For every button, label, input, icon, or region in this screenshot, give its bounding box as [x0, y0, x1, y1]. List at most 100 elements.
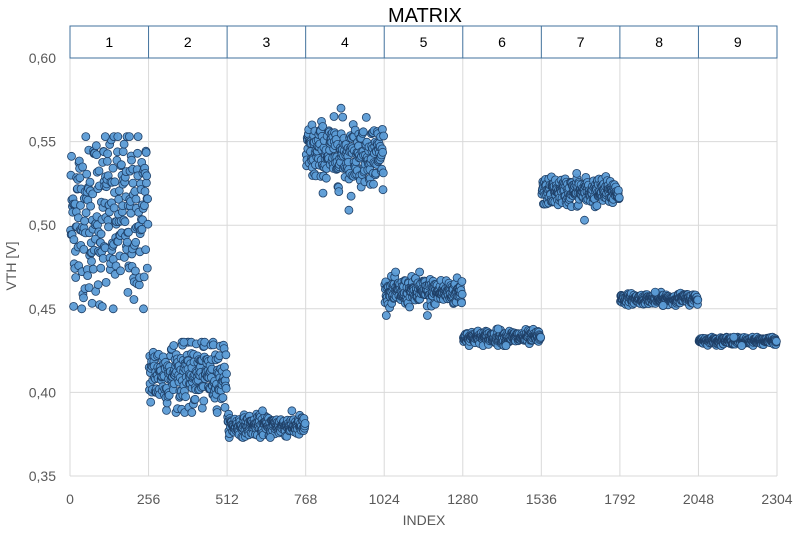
data-point [221, 350, 231, 360]
group-label: 4 [341, 34, 349, 50]
data-point [197, 403, 207, 413]
data-point [338, 112, 348, 122]
data-point [187, 408, 197, 417]
tick-labels: 0,35 0,40 0,45 0,50 0,55 0,60 0 256 512 768 1024 12… [29, 50, 793, 507]
data-point [80, 216, 89, 226]
data-point [141, 245, 151, 255]
data-point [501, 341, 511, 351]
group-label: 7 [577, 34, 585, 50]
data-point [75, 173, 85, 183]
data-point [592, 201, 602, 211]
data-point [378, 168, 388, 178]
data-point [101, 277, 111, 287]
group-header: 1 2 3 4 5 6 7 8 9 [69, 25, 778, 59]
data-point [379, 131, 389, 141]
data-point [218, 393, 228, 403]
data-point [321, 173, 331, 183]
y-tick-label: 0,60 [29, 50, 56, 66]
data-point [119, 139, 129, 149]
data-point [572, 168, 582, 178]
data-point [69, 301, 78, 311]
data-point [67, 151, 76, 161]
group-label: 1 [105, 34, 113, 50]
x-tick-label: 1792 [604, 491, 635, 507]
x-tick-label: 256 [137, 491, 161, 507]
data-point [329, 112, 339, 121]
x-tick-label: 2048 [683, 491, 714, 507]
x-tick-label: 2304 [761, 491, 792, 507]
data-point [77, 304, 87, 314]
data-point [143, 219, 153, 229]
data-point [82, 169, 92, 179]
data-point [346, 191, 356, 201]
data-point [318, 188, 328, 198]
data-points [66, 103, 781, 442]
data-point [378, 147, 388, 157]
data-point [222, 369, 231, 379]
group-label: 6 [498, 34, 506, 50]
data-point [378, 185, 388, 195]
data-point [85, 177, 95, 187]
x-tick-label: 768 [294, 491, 318, 507]
group-label: 3 [262, 34, 270, 50]
data-point [729, 332, 739, 342]
data-point [137, 224, 147, 234]
data-point [103, 149, 112, 159]
data-point [130, 266, 140, 276]
data-point [142, 263, 152, 273]
y-axis-label: VTH [V] [3, 241, 19, 290]
data-point [78, 162, 87, 172]
data-point [140, 186, 150, 196]
data-point [127, 155, 136, 165]
data-point [96, 229, 106, 239]
data-point [108, 304, 118, 314]
y-tick-label: 0,35 [29, 468, 56, 484]
y-tick-label: 0,55 [29, 134, 56, 150]
data-point [123, 287, 133, 297]
data-point [97, 302, 107, 311]
data-point [381, 311, 391, 320]
data-point [131, 194, 141, 204]
data-point [405, 302, 415, 312]
data-point [88, 264, 98, 274]
data-point [169, 341, 179, 350]
data-point [358, 127, 368, 137]
data-point [134, 280, 144, 290]
data-point [104, 222, 113, 232]
data-point [190, 394, 200, 404]
data-point [114, 186, 124, 196]
data-point [336, 103, 346, 113]
data-point [457, 277, 467, 286]
group-label: 2 [184, 34, 192, 50]
data-point [131, 237, 141, 247]
data-point [88, 189, 98, 199]
data-point [391, 267, 401, 277]
data-point [457, 298, 467, 308]
data-point [772, 336, 781, 346]
data-point [580, 215, 589, 225]
data-point [199, 396, 209, 406]
data-point [139, 272, 149, 282]
data-point [102, 156, 112, 166]
data-point [737, 341, 747, 351]
data-point [650, 287, 660, 297]
x-tick-label: 0 [66, 491, 74, 507]
x-axis-label: INDEX [403, 512, 446, 528]
data-point [258, 406, 267, 416]
data-point [94, 166, 104, 176]
data-point [81, 208, 91, 218]
data-point [79, 244, 89, 254]
x-tick-label: 1024 [369, 491, 400, 507]
data-point [614, 185, 623, 195]
data-point [287, 406, 297, 416]
data-point [139, 304, 148, 314]
data-point [96, 263, 106, 273]
data-point [693, 295, 703, 305]
data-point [318, 122, 328, 131]
data-point [221, 383, 231, 393]
data-point [69, 235, 79, 245]
data-point [133, 148, 142, 158]
data-point [334, 187, 344, 197]
